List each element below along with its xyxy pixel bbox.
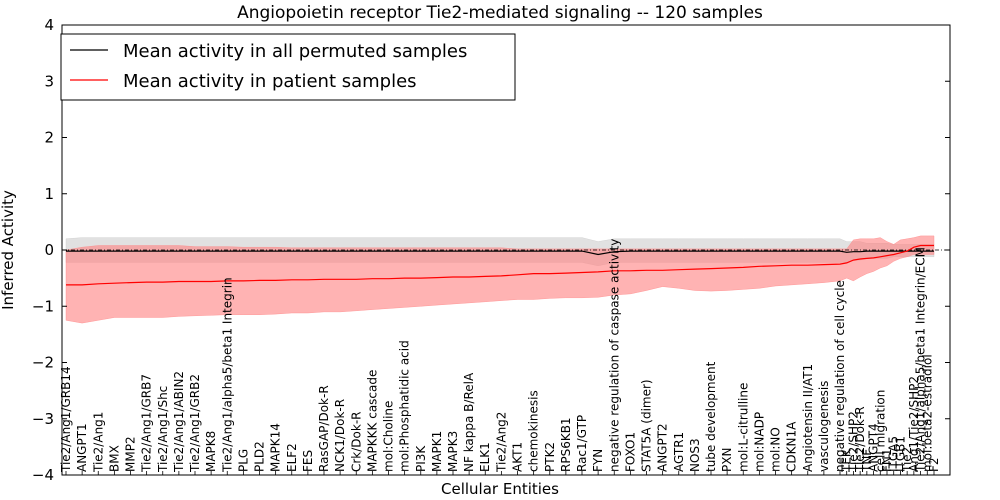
permuted-mean-line <box>66 250 934 256</box>
x-tick-label: CDKN1A <box>785 421 799 472</box>
legend-box <box>60 33 516 101</box>
x-tick-label: tube development <box>704 361 718 472</box>
x-tick-label: RasGAP/Dok-R <box>317 385 331 472</box>
x-tick-label: vasculogenesis <box>817 381 831 472</box>
x-tick-label: ELK1 <box>478 442 492 472</box>
x-tick-label: FES <box>301 450 315 472</box>
x-tick-label: MAPKKK cascade <box>365 370 379 472</box>
x-tick-label: PXN <box>720 448 734 472</box>
x-tick-label: ANGPT1 <box>75 423 89 472</box>
y-tick-label: 2 <box>44 129 54 147</box>
x-tick-label: RPS6KB1 <box>559 417 573 472</box>
x-tick-label: Tie2/Ang2 <box>494 412 508 473</box>
y-tick-label: −3 <box>32 410 54 428</box>
y-tick-label: 3 <box>44 72 54 90</box>
x-tick-label: PI3K <box>414 445 428 472</box>
x-tick-label: Tie2/Ang1 <box>91 412 105 473</box>
y-tick-label: −2 <box>32 354 54 372</box>
series-lines <box>66 244 934 286</box>
legend: Mean activity in all permuted samples Me… <box>60 33 516 101</box>
x-tick-label: Rac1/GTP <box>575 415 589 472</box>
x-tick-labels: Tie2/Ang1/GRB14 ANGPT1 Tie2/Ang1 BMX MMP2 Tie… <box>59 239 941 475</box>
x-tick-label: BMX <box>107 445 121 472</box>
x-tick-label: chemokinesis <box>527 390 541 472</box>
x-tick-label: FN1 <box>880 448 894 472</box>
x-tick-label: Tie2/Ang1/Shc <box>156 386 170 473</box>
patient-mean-line <box>66 244 934 286</box>
x-tick-label: MAPK3 <box>446 431 460 472</box>
chart-title: Angiopoietin receptor Tie2-mediated sign… <box>237 3 763 23</box>
x-tick-label: negative regulation of caspase activity <box>607 239 621 472</box>
x-tick-label: FOXO1 <box>623 432 637 472</box>
y-tick-label: −4 <box>32 466 54 484</box>
x-tick-label: STAT5A (dimer) <box>640 379 654 472</box>
x-tick-label: ELF2 <box>285 443 299 472</box>
legend-patient-label: Mean activity in patient samples <box>123 71 417 92</box>
x-tick-label: PLG <box>236 449 250 472</box>
x-tick-label: MAPK8 <box>204 431 218 472</box>
x-tick-label: Crk/Dok-R <box>349 411 363 472</box>
x-axis-label: Cellular Entities <box>441 480 559 498</box>
x-tick-label: PTK2 <box>543 442 557 472</box>
x-tick-label: Tie2/Ang1/alpha5/beta1 Integrin/ECM <box>914 247 928 473</box>
x-tick-label: Tie2/Ang1/GRB14 <box>59 366 73 473</box>
x-tick-label: mol:Phosphatidic acid <box>398 340 412 472</box>
y-tick-label: 4 <box>44 16 54 34</box>
x-tick-label: mol:L-citrulline <box>736 383 750 472</box>
x-tick-label: Tie2/SHP2 <box>846 411 860 473</box>
x-tick-label: AKT1 <box>511 442 525 472</box>
y-tick-label: −1 <box>32 297 54 315</box>
x-tick-label: NCK1/Dok-R <box>333 399 347 472</box>
x-tick-label: NF kappa B/RelA <box>462 372 476 472</box>
confidence-bands <box>65 235 935 324</box>
x-tick-label: cell migration <box>873 390 887 472</box>
legend-permuted-label: Mean activity in all permuted samples <box>123 41 467 62</box>
x-tick-label: ANGPT4 <box>867 423 881 472</box>
x-tick-label: Tie2/Ang1/alpha5/beta1 Integrin <box>220 277 234 473</box>
x-tick-label: ANGPT2 <box>656 423 670 472</box>
x-tick-label: Tie2/Ang1/GRB2 <box>188 374 202 473</box>
x-tick-label: AGTR1 <box>672 432 686 472</box>
x-tick-label: Tie2/Dok-R <box>853 406 867 473</box>
x-tick-label: MAPK14 <box>269 423 283 472</box>
x-tick-label: FYN <box>591 449 605 472</box>
x-tick-label: Tie2/Ang1/GRB7 <box>140 374 154 473</box>
y-tick-label: 1 <box>44 185 54 203</box>
x-tick-label: mol:Choline <box>382 401 396 472</box>
x-tick-label: MAPK1 <box>430 431 444 472</box>
x-tick-label: ITGB1 <box>893 436 907 472</box>
y-axis-label: Inferred Activity <box>0 190 17 310</box>
x-tick-label: mol:beta2-estradiol <box>920 354 934 472</box>
x-tick-label: MMP2 <box>124 436 138 472</box>
x-tick-label: Tie2 <box>900 447 914 473</box>
x-tick-label: mol:NADP <box>752 412 766 472</box>
x-tick-label: PLD2 <box>253 441 267 472</box>
x-tick-label: mol:NO <box>769 427 783 472</box>
x-tick-label: TNF <box>860 449 874 473</box>
y-tick-label: 0 <box>44 241 54 259</box>
x-tick-label: NOS3 <box>688 438 702 472</box>
x-tick-label: Angiotensin II/AT1 <box>801 364 815 472</box>
x-tick-label: negative regulation of cell cycle <box>833 280 847 472</box>
patient-band <box>65 235 935 324</box>
x-tick-label: Ang1/Tie2/SHP2 <box>907 376 921 472</box>
x-tick-label: F2 <box>927 457 941 472</box>
x-tick-label: TEK <box>840 448 854 473</box>
x-tick-label: ITGA5 <box>887 436 901 472</box>
x-tick-label: Tie2/Ang1/ABIN2 <box>172 371 186 473</box>
